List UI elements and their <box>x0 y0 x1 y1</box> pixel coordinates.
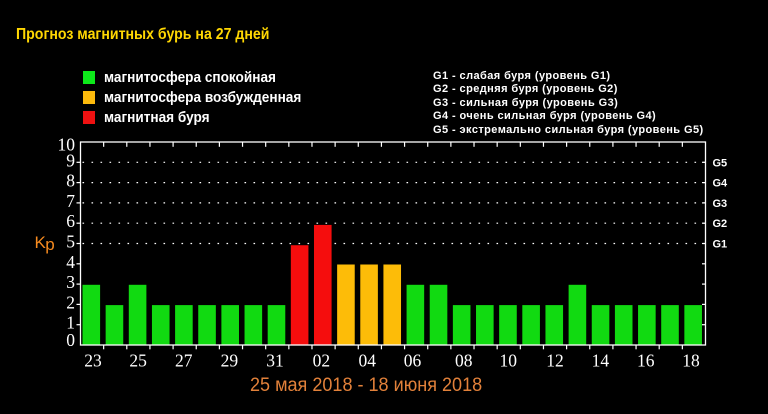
svg-text:9: 9 <box>66 150 75 170</box>
svg-text:G3: G3 <box>713 198 728 210</box>
svg-text:04: 04 <box>358 351 376 371</box>
svg-text:10: 10 <box>500 351 518 371</box>
svg-text:02: 02 <box>313 351 331 371</box>
svg-text:31: 31 <box>266 351 284 371</box>
svg-text:G2: G2 <box>713 218 728 230</box>
svg-text:6: 6 <box>66 211 75 231</box>
svg-text:16: 16 <box>637 351 655 371</box>
svg-text:14: 14 <box>592 351 610 371</box>
svg-text:18: 18 <box>682 351 700 371</box>
svg-text:29: 29 <box>221 351 239 371</box>
svg-text:7: 7 <box>66 191 75 211</box>
svg-text:27: 27 <box>175 351 193 371</box>
svg-text:5: 5 <box>66 232 75 252</box>
svg-text:06: 06 <box>404 351 422 371</box>
svg-text:p: p <box>45 235 54 254</box>
svg-text:G1: G1 <box>713 239 728 251</box>
svg-text:4: 4 <box>66 252 75 272</box>
svg-text:2: 2 <box>66 292 75 312</box>
svg-text:3: 3 <box>66 272 75 292</box>
svg-text:08: 08 <box>455 351 473 371</box>
svg-text:1: 1 <box>66 313 75 333</box>
svg-text:G5: G5 <box>713 157 728 169</box>
svg-text:0: 0 <box>66 330 75 350</box>
svg-text:12: 12 <box>546 351 564 371</box>
svg-text:8: 8 <box>66 171 75 191</box>
svg-text:K: K <box>35 233 47 252</box>
svg-text:10: 10 <box>58 135 76 155</box>
svg-text:25: 25 <box>129 351 147 371</box>
svg-text:23: 23 <box>84 351 102 371</box>
svg-text:G4: G4 <box>713 178 729 190</box>
